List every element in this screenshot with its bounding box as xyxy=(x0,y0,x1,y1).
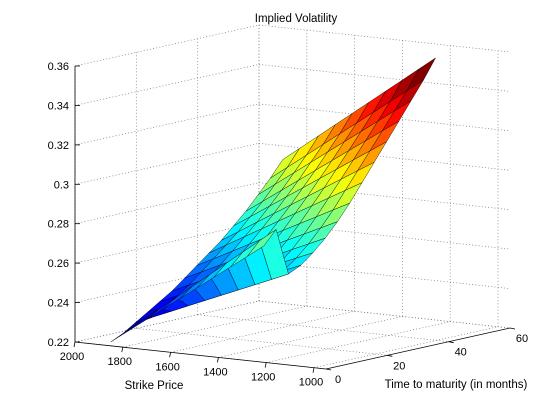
x-tick-mark xyxy=(169,352,171,358)
z-tick-label: 0.22 xyxy=(48,337,69,349)
y-tick-label: 40 xyxy=(455,347,467,359)
x-tick-label: 1400 xyxy=(203,366,227,378)
grid-line xyxy=(258,300,511,329)
y-tick-mark xyxy=(448,341,454,344)
grid-line xyxy=(122,305,307,348)
x-tick-mark xyxy=(121,347,124,353)
y-tick-label: 20 xyxy=(393,360,405,372)
axis-ticks: 0.22 0.24 0.26 0.28 0.3 0.32 0.34 0.36 2000 1800 1… xyxy=(48,61,529,389)
y-axis-label: Time to maturity (in months) xyxy=(385,379,528,391)
y-tick-mark xyxy=(387,354,393,357)
grid-line xyxy=(218,316,403,358)
grid-line xyxy=(258,103,511,132)
y-tick-label: 60 xyxy=(516,333,528,345)
grid-line xyxy=(258,24,511,53)
x-axis-label: Strike Price xyxy=(125,380,184,392)
x-tick-mark xyxy=(217,357,219,363)
x-tick-label: 2000 xyxy=(60,351,84,363)
grid-line xyxy=(258,261,511,289)
grid-line xyxy=(74,300,260,343)
x-tick-label: 1200 xyxy=(251,372,275,384)
z-tick-label: 0.28 xyxy=(48,219,69,231)
grid-line xyxy=(74,64,260,106)
x-tick-mark xyxy=(264,362,267,368)
x-axis-line xyxy=(74,341,327,370)
volatility-surface xyxy=(110,57,436,343)
z-tick-label: 0.26 xyxy=(48,258,69,270)
grid-line xyxy=(197,314,449,343)
grid-line xyxy=(258,64,511,92)
x-tick-mark xyxy=(73,341,76,348)
x-tick-label: 1800 xyxy=(108,356,132,368)
x-tick-label: 1000 xyxy=(299,377,323,389)
y-axis-line xyxy=(325,327,511,370)
grid-line xyxy=(74,142,260,185)
z-tick-label: 0.24 xyxy=(48,298,69,310)
grid-line xyxy=(74,24,260,67)
z-tick-label: 0.36 xyxy=(48,61,69,73)
y-tick-label: 0 xyxy=(335,374,341,386)
y-tick-mark xyxy=(509,327,516,330)
x-tick-mark xyxy=(312,367,315,373)
surface-patch xyxy=(127,308,160,332)
chart-title: Implied Volatility xyxy=(255,13,338,25)
grid-line xyxy=(74,103,260,146)
grid-line xyxy=(74,221,260,264)
grid-line xyxy=(136,327,388,356)
grid-line xyxy=(266,321,451,363)
z-tick-label: 0.32 xyxy=(48,140,69,152)
z-tick-label: 0.34 xyxy=(48,100,69,112)
grid-line xyxy=(313,326,499,369)
grid-line xyxy=(170,310,355,353)
z-tick-label: 0.3 xyxy=(54,179,69,191)
x-tick-label: 1600 xyxy=(155,361,179,373)
y-tick-mark xyxy=(325,368,332,371)
surface-patch xyxy=(110,321,141,343)
grid-line xyxy=(74,182,260,225)
